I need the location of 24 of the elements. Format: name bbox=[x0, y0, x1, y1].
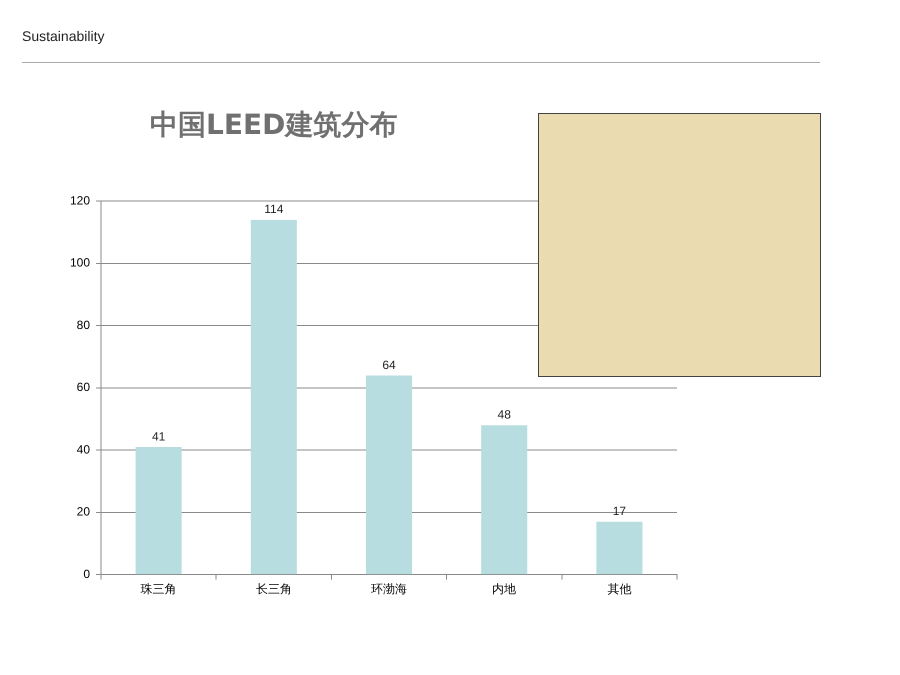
bar bbox=[250, 220, 297, 574]
x-tick-label: 长三角 bbox=[256, 582, 292, 596]
chart-title: 中国LEED建筑分布 bbox=[150, 107, 398, 143]
data-label: 114 bbox=[264, 202, 284, 216]
y-tick-label: 60 bbox=[76, 380, 90, 394]
text: Sustainability bbox=[22, 28, 104, 44]
x-tick-label: 内地 bbox=[492, 582, 516, 596]
y-tick-label: 0 bbox=[83, 566, 90, 581]
bar bbox=[136, 447, 182, 574]
data-label: 17 bbox=[612, 504, 626, 518]
y-tick-label: 100 bbox=[70, 256, 90, 270]
bar bbox=[481, 425, 528, 574]
bar bbox=[366, 375, 412, 574]
data-label: 48 bbox=[498, 408, 512, 422]
data-label: 41 bbox=[152, 429, 166, 444]
y-tick-label: 40 bbox=[76, 442, 90, 456]
y-tick-label: 20 bbox=[76, 504, 90, 519]
bar bbox=[596, 522, 642, 574]
y-tick-label: 80 bbox=[76, 318, 90, 332]
y-tick-label: 120 bbox=[70, 194, 90, 208]
x-tick-label: 环渤海 bbox=[371, 582, 408, 596]
x-tick-label: 珠三角 bbox=[140, 582, 177, 596]
x-tick-label: 其他 bbox=[607, 582, 632, 596]
data-label: 64 bbox=[382, 358, 396, 372]
